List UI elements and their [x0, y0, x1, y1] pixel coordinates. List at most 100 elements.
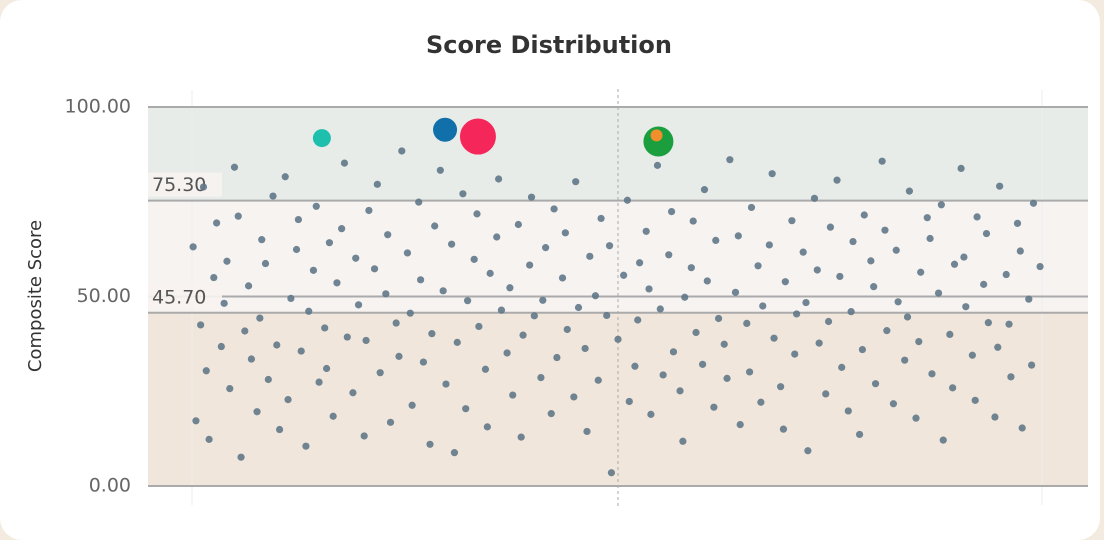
point	[284, 395, 292, 404]
point	[202, 367, 210, 375]
point	[957, 164, 965, 172]
point	[836, 272, 844, 281]
point	[1029, 199, 1038, 207]
reference-label: 45.70	[152, 286, 206, 308]
point	[497, 306, 506, 314]
point	[824, 317, 833, 326]
point	[574, 303, 583, 312]
point	[442, 380, 450, 388]
point	[382, 290, 390, 298]
point	[634, 316, 642, 324]
point	[699, 360, 707, 368]
point	[483, 423, 491, 431]
point	[354, 301, 363, 309]
point	[542, 244, 550, 252]
point	[264, 375, 272, 384]
point	[428, 330, 436, 338]
point	[493, 233, 501, 241]
point	[779, 425, 788, 433]
point	[912, 414, 920, 422]
point	[462, 405, 470, 413]
point	[338, 225, 346, 233]
point	[572, 178, 580, 186]
point	[917, 268, 925, 276]
point	[1002, 270, 1010, 279]
point	[892, 246, 900, 254]
point	[747, 203, 756, 212]
point	[804, 447, 812, 455]
point	[667, 208, 676, 216]
point	[726, 156, 734, 164]
point	[765, 241, 773, 249]
point	[681, 293, 689, 301]
point	[645, 285, 653, 293]
point	[692, 328, 700, 337]
point	[799, 248, 807, 256]
point	[894, 298, 902, 306]
point	[971, 396, 979, 404]
point	[373, 180, 381, 188]
point	[241, 327, 249, 335]
point	[352, 254, 360, 262]
point	[802, 298, 810, 307]
point	[470, 255, 478, 263]
point	[189, 243, 197, 251]
point	[703, 277, 711, 285]
point	[607, 469, 616, 477]
point	[757, 398, 765, 406]
point	[517, 433, 525, 441]
point	[849, 237, 857, 246]
point	[980, 280, 988, 288]
point	[736, 421, 744, 429]
point	[855, 430, 864, 439]
point	[223, 257, 231, 265]
point	[292, 245, 301, 254]
point	[881, 226, 889, 234]
point	[815, 339, 823, 347]
point	[1005, 320, 1013, 328]
point	[448, 240, 456, 248]
highlight-point	[650, 129, 663, 142]
point	[323, 364, 331, 373]
point	[743, 319, 751, 328]
point	[362, 336, 370, 345]
point	[847, 308, 855, 316]
point	[1016, 247, 1024, 255]
point	[276, 425, 284, 434]
point	[213, 219, 221, 227]
point	[714, 314, 723, 323]
point	[486, 269, 494, 277]
point	[321, 324, 329, 332]
y-tick-label: 50.00	[77, 285, 131, 307]
point	[269, 192, 277, 200]
point	[620, 271, 628, 279]
point	[1013, 219, 1022, 227]
point	[450, 449, 459, 457]
point	[343, 333, 351, 341]
point	[197, 321, 205, 329]
y-tick-label: 0.00	[89, 475, 131, 497]
point	[689, 217, 697, 225]
point	[768, 170, 776, 178]
point	[791, 350, 799, 358]
point	[710, 403, 718, 411]
point	[603, 311, 611, 320]
point	[392, 319, 400, 327]
point	[642, 227, 650, 235]
point	[614, 335, 622, 343]
point	[431, 222, 439, 230]
point	[230, 163, 239, 171]
chart-title: Score Distribution	[426, 31, 672, 59]
point	[860, 211, 868, 219]
point	[687, 264, 695, 272]
y-axis-label: Composite Score	[25, 220, 46, 372]
point	[315, 378, 323, 386]
point	[473, 210, 481, 218]
point	[287, 294, 295, 302]
point	[537, 374, 545, 382]
point	[871, 380, 880, 388]
point	[937, 201, 945, 209]
point	[647, 410, 655, 418]
point	[539, 296, 547, 304]
